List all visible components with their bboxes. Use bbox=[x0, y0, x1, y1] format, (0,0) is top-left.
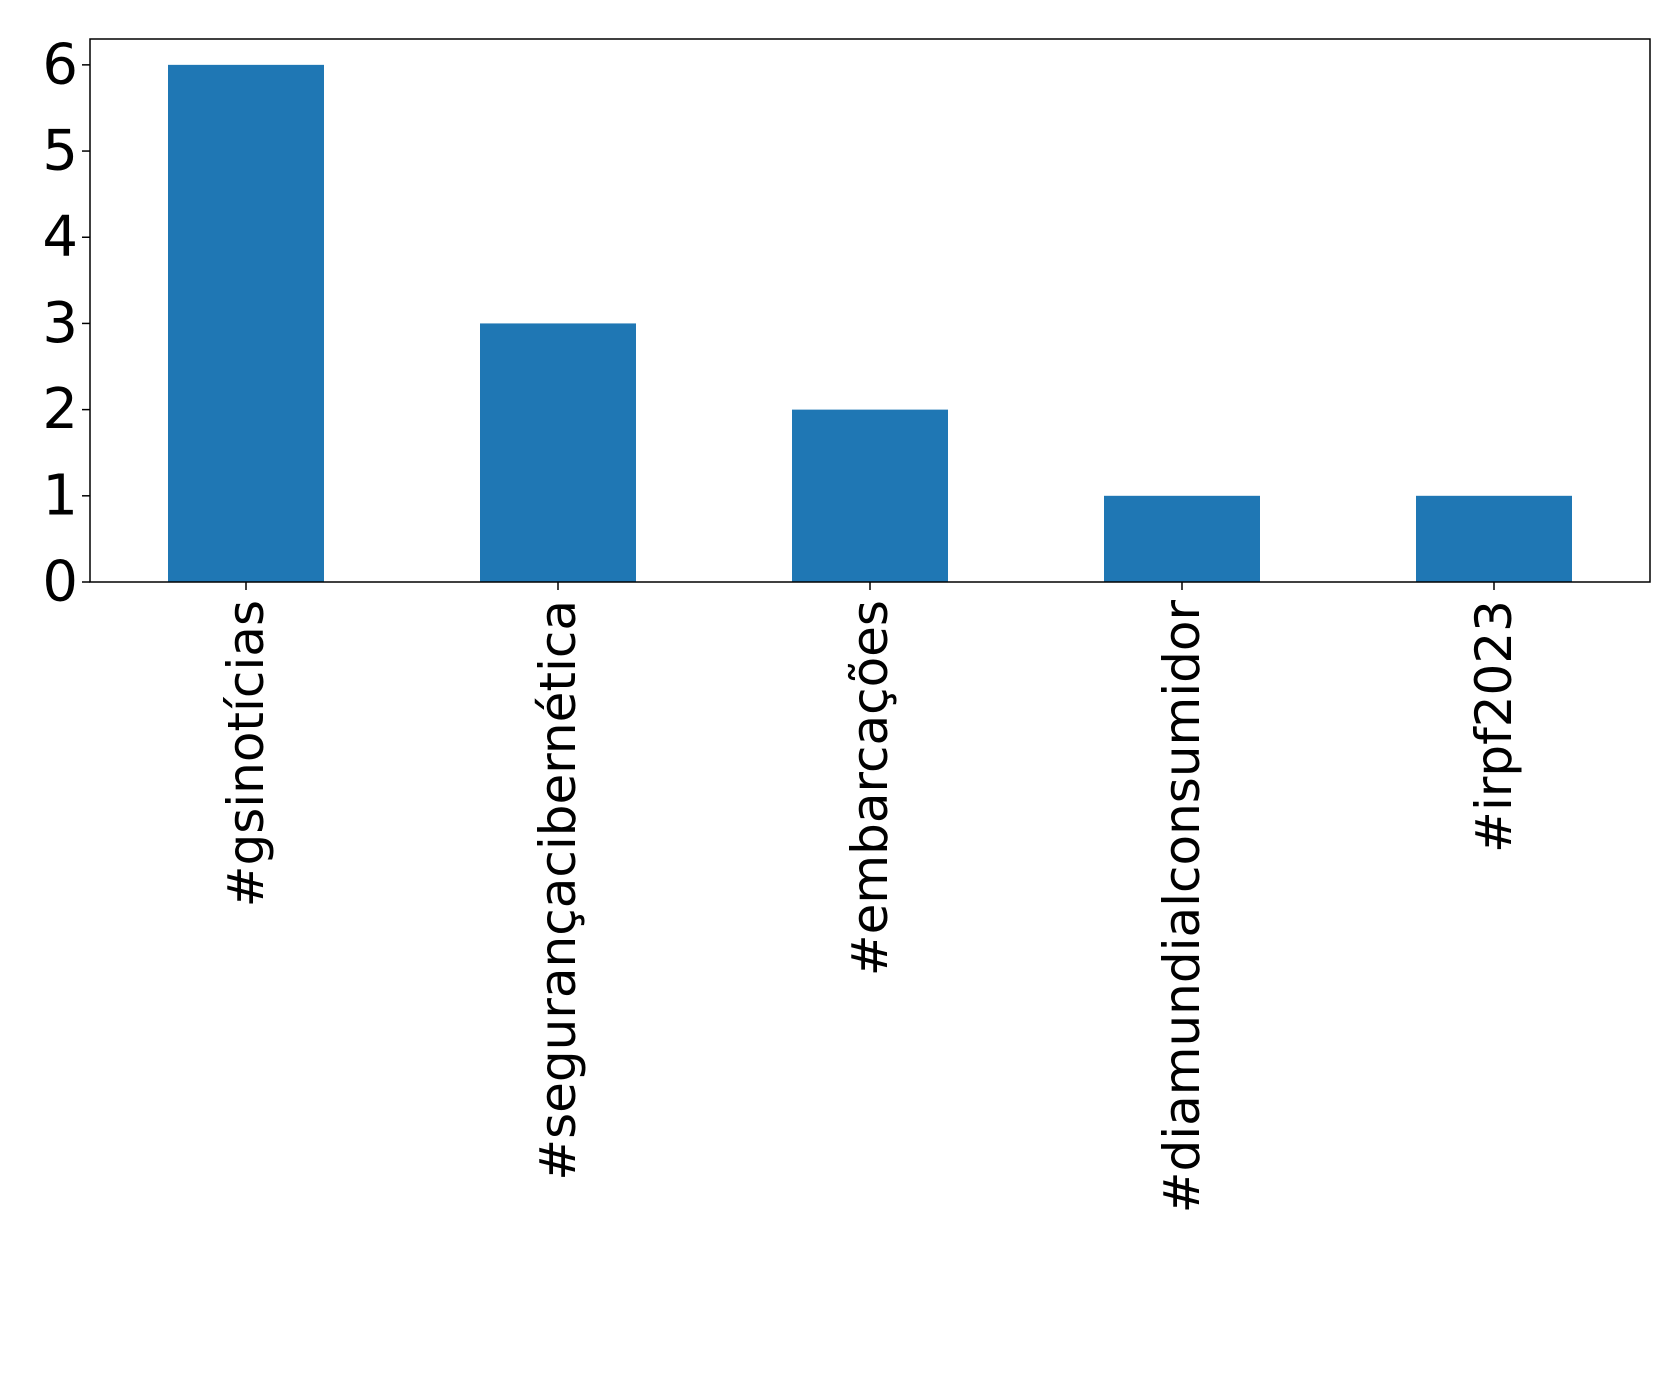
plot-frame bbox=[89, 38, 1651, 583]
x-axis-ticks: #gsinotícias #segurançacibernética #embarc… bbox=[217, 582, 1523, 1213]
y-tick-label: 1 bbox=[42, 463, 78, 528]
x-tick-label: #gsinotícias bbox=[217, 600, 275, 907]
y-tick-label: 3 bbox=[42, 291, 78, 356]
bar bbox=[168, 64, 324, 583]
bar bbox=[792, 409, 948, 582]
bars-layer bbox=[168, 64, 1572, 583]
bar bbox=[1104, 495, 1260, 582]
bar bbox=[480, 323, 636, 582]
y-tick-label: 0 bbox=[42, 550, 78, 615]
y-tick-label: 6 bbox=[42, 32, 78, 97]
y-tick-label: 2 bbox=[42, 377, 78, 442]
x-tick-label: #diamundialconsumidor bbox=[1153, 600, 1211, 1214]
y-tick-label: 5 bbox=[42, 119, 78, 184]
bar bbox=[1416, 495, 1572, 582]
y-axis-ticks: 0 1 2 3 4 5 6 bbox=[42, 32, 90, 615]
x-tick-label: #segurançacibernética bbox=[529, 600, 587, 1181]
x-tick-label: #irpf2023 bbox=[1465, 600, 1523, 853]
x-tick-label: #embarcações bbox=[841, 600, 899, 976]
y-tick-label: 4 bbox=[42, 205, 78, 270]
